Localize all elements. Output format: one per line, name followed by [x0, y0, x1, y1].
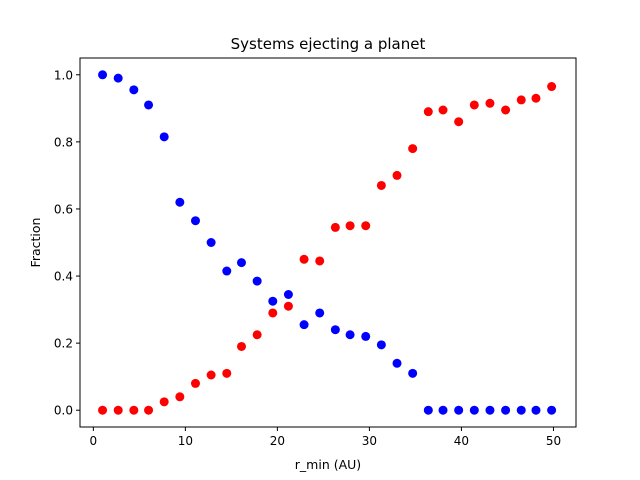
data-point [175, 197, 185, 207]
data-point [392, 170, 402, 180]
x-tick-label: 0 [90, 434, 98, 448]
data-point [283, 289, 293, 299]
data-point [469, 100, 479, 110]
data-point [501, 405, 511, 415]
data-point [268, 296, 278, 306]
x-axis-label: r_min (AU) [295, 457, 361, 472]
data-point [485, 98, 495, 108]
data-point [129, 85, 139, 95]
x-axis-ticks: 0 10 20 30 40 50 [90, 427, 561, 448]
data-point [376, 340, 386, 350]
data-point [531, 93, 541, 103]
y-axis-label: Fraction [28, 218, 43, 268]
data-point [129, 405, 139, 415]
x-tick-label: 30 [362, 434, 377, 448]
data-point [113, 73, 123, 83]
plot-frame [79, 57, 577, 428]
data-point [222, 266, 232, 276]
data-point [361, 331, 371, 341]
data-point [408, 144, 418, 154]
data-point [423, 405, 433, 415]
data-point [268, 308, 278, 318]
data-point [501, 105, 511, 115]
y-axis-ticks: 0.0 0.2 0.4 0.6 0.8 1.0 [54, 68, 80, 418]
data-point [190, 378, 200, 388]
data-point [345, 330, 355, 340]
data-point [144, 100, 154, 110]
data-point [98, 70, 108, 80]
y-tick-label: 0.6 [54, 202, 73, 216]
data-point [159, 132, 169, 142]
data-point [159, 397, 169, 407]
data-point [547, 405, 557, 415]
y-tick-label: 0.8 [54, 135, 73, 149]
data-point [206, 370, 216, 380]
data-point [98, 405, 108, 415]
data-point [315, 256, 325, 266]
data-point [175, 392, 185, 402]
series-1 [98, 70, 557, 415]
data-point [299, 320, 309, 330]
data-point [222, 368, 232, 378]
data-point [516, 95, 526, 105]
data-point [438, 105, 448, 115]
series-2 [98, 82, 557, 415]
data-point [531, 405, 541, 415]
data-point [144, 405, 154, 415]
chart-title: Systems ejecting a planet [231, 35, 426, 53]
data-point [454, 405, 464, 415]
data-point [485, 405, 495, 415]
data-point [252, 330, 262, 340]
data-point [345, 221, 355, 231]
data-point [361, 221, 371, 231]
y-tick-label: 1.0 [54, 68, 73, 82]
data-point [252, 276, 262, 286]
data-point [236, 258, 246, 268]
data-point [330, 325, 340, 335]
y-tick-label: 0.4 [54, 270, 73, 284]
data-point [113, 405, 123, 415]
data-point [190, 216, 200, 226]
x-tick-label: 40 [454, 434, 469, 448]
data-point [408, 368, 418, 378]
data-points [98, 70, 557, 415]
data-point [206, 238, 216, 247]
data-point [516, 405, 526, 415]
y-tick-label: 0.0 [54, 404, 73, 418]
data-point [315, 308, 325, 318]
data-point [454, 117, 464, 127]
data-point [236, 341, 246, 351]
x-tick-label: 10 [178, 434, 193, 448]
data-point [376, 180, 386, 190]
data-point [438, 405, 448, 415]
data-point [423, 107, 433, 117]
y-tick-label: 0.2 [54, 337, 73, 351]
data-point [547, 82, 557, 92]
data-point [283, 301, 293, 311]
data-point [469, 405, 479, 415]
data-point [392, 358, 402, 368]
x-tick-label: 50 [546, 434, 561, 448]
x-tick-label: 20 [270, 434, 285, 448]
data-point [299, 254, 309, 264]
data-point [330, 222, 340, 232]
